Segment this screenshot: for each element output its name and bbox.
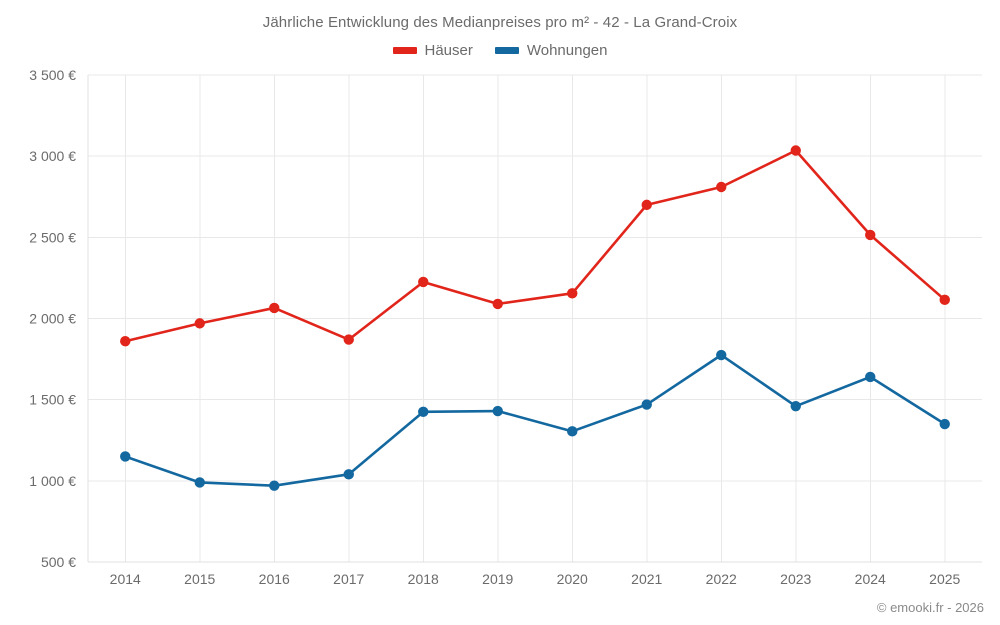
data-point-wohnungen-2017[interactable]	[343, 469, 354, 480]
y-axis-tick-label: 3 000 €	[29, 148, 76, 164]
chart-legend: Häuser Wohnungen	[0, 42, 1000, 59]
data-point-wohnungen-2021[interactable]	[641, 399, 652, 410]
x-axis-tick-label: 2015	[184, 571, 215, 587]
y-axis-tick-label: 1 500 €	[29, 392, 76, 408]
x-axis-tick-label: 2025	[929, 571, 960, 587]
legend-swatch-hauser	[392, 47, 417, 54]
x-axis-tick-label: 2023	[780, 571, 811, 587]
data-point-wohnungen-2020[interactable]	[567, 426, 578, 437]
series-line-h-user	[123, 149, 947, 343]
data-point-wohnungen-2016[interactable]	[269, 480, 280, 491]
y-axis-tick-label: 2 000 €	[29, 311, 76, 327]
chart-title: Jährliche Entwicklung des Medianpreises …	[262, 14, 738, 31]
data-point-h-user-2020[interactable]	[567, 288, 578, 299]
x-axis-tick-label: 2024	[855, 571, 886, 587]
footer-credit: © emooki.fr - 2026	[876, 600, 984, 615]
data-point-h-user-2023[interactable]	[790, 145, 801, 156]
x-axis-tick-label: 2016	[259, 571, 290, 587]
data-point-h-user-2022[interactable]	[716, 181, 727, 193]
data-point-h-user-2015[interactable]	[194, 318, 205, 329]
data-point-wohnungen-2022[interactable]	[716, 349, 727, 361]
legend-item-hauser[interactable]: Häuser	[392, 42, 473, 59]
series-line-wohnungen	[123, 353, 947, 488]
data-point-h-user-2025[interactable]	[939, 294, 950, 306]
data-point-h-user-2019[interactable]	[492, 298, 503, 310]
x-axis-tick-label: 2022	[706, 571, 737, 587]
x-axis-tick-label: 2020	[557, 571, 588, 587]
legend-label-hauser: Häuser	[424, 42, 473, 59]
y-axis-tick-label: 1 000 €	[29, 473, 76, 489]
data-point-wohnungen-2023[interactable]	[790, 400, 801, 412]
x-axis-tick-label: 2017	[333, 571, 364, 587]
y-axis-tick-label: 3 500 €	[29, 67, 76, 83]
legend-swatch-wohnungen	[494, 47, 519, 54]
data-point-h-user-2021[interactable]	[641, 199, 652, 211]
x-axis-tick-label: 2019	[482, 571, 513, 587]
x-axis-tick-label: 2018	[408, 571, 439, 587]
data-point-wohnungen-2018[interactable]	[418, 406, 429, 418]
legend-item-wohnungen[interactable]: Wohnungen	[494, 42, 608, 59]
data-point-h-user-2024[interactable]	[865, 229, 876, 241]
data-point-wohnungen-2015[interactable]	[194, 477, 205, 488]
x-axis-tick-label: 2021	[631, 571, 662, 587]
legend-label-wohnungen: Wohnungen	[526, 42, 608, 59]
data-point-wohnungen-2025[interactable]	[939, 418, 950, 430]
y-axis-tick-label: 2 500 €	[29, 229, 76, 245]
x-axis-tick-label: 2014	[110, 571, 141, 587]
y-axis-tick-label: 500 €	[41, 554, 76, 570]
data-point-wohnungen-2019[interactable]	[492, 405, 503, 417]
data-point-wohnungen-2024[interactable]	[865, 371, 876, 383]
data-point-h-user-2014[interactable]	[120, 336, 131, 347]
data-point-wohnungen-2014[interactable]	[120, 451, 131, 462]
data-point-h-user-2017[interactable]	[343, 334, 354, 345]
data-point-h-user-2016[interactable]	[269, 302, 280, 314]
data-point-h-user-2018[interactable]	[418, 276, 429, 288]
